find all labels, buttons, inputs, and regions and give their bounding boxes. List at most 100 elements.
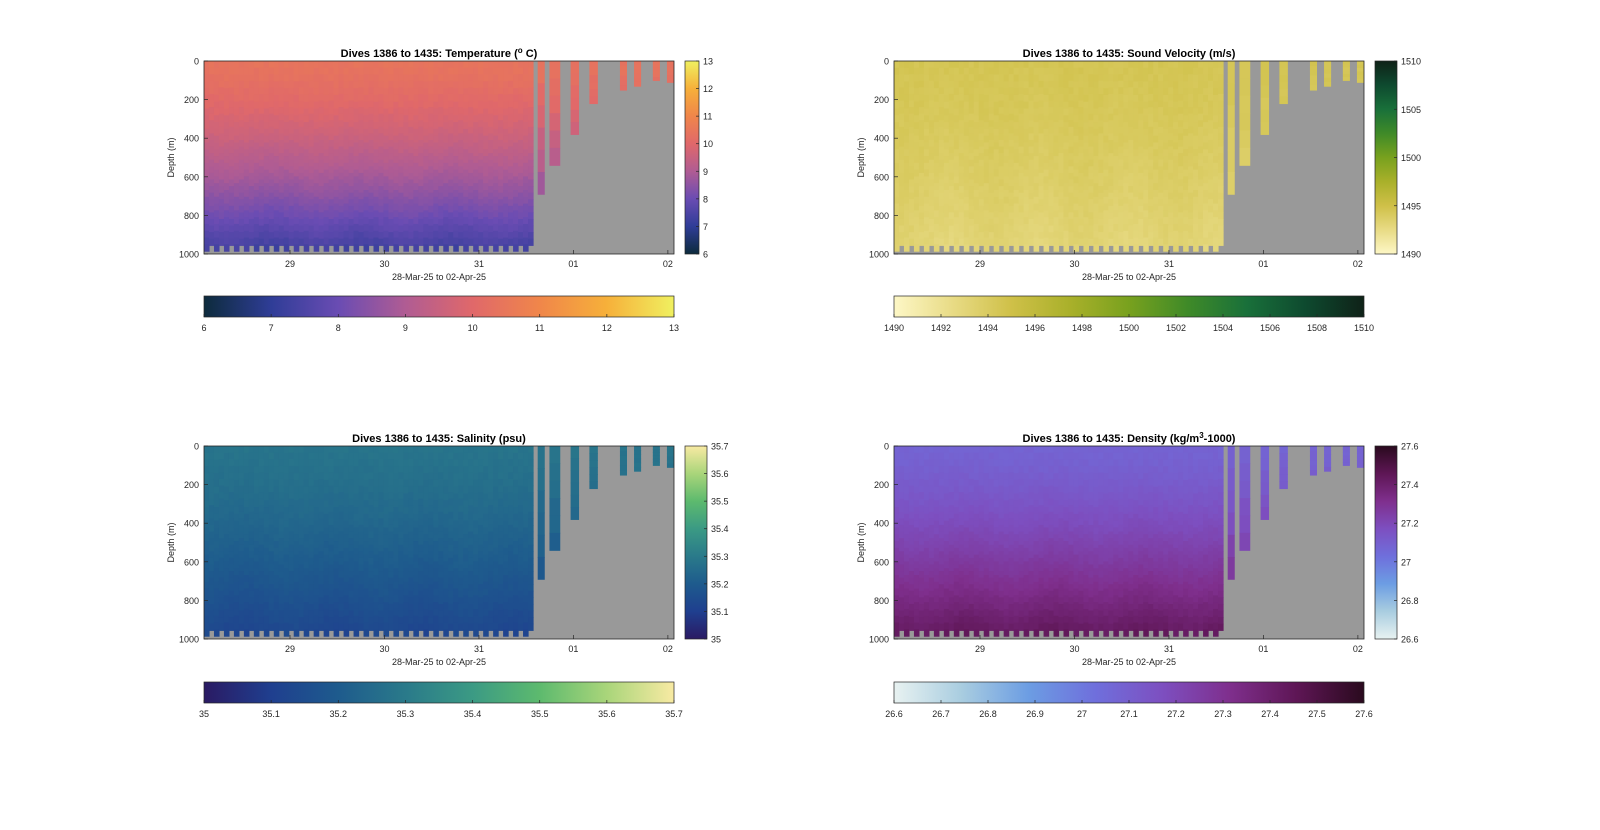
heatmap-cell <box>288 498 295 506</box>
heatmap-cell <box>1143 88 1149 96</box>
heatmap-cell <box>343 493 350 501</box>
heatmap-cell <box>1108 232 1114 240</box>
heatmap-cell <box>358 465 365 473</box>
heatmap-cell <box>978 74 985 82</box>
heatmap-cell <box>1148 186 1154 194</box>
heatmap-cell <box>933 88 940 96</box>
heatmap-cell <box>1158 74 1164 82</box>
heatmap-cell <box>1218 166 1224 174</box>
heatmap-cell <box>458 225 464 233</box>
heatmap-cell <box>1183 94 1189 103</box>
heatmap-cell <box>1118 159 1124 167</box>
heatmap-cell <box>1260 122 1270 135</box>
heatmap-cell <box>398 172 404 181</box>
heatmap-cell <box>238 179 245 187</box>
heatmap-cell <box>333 190 340 198</box>
heatmap-cell <box>1158 120 1164 128</box>
heatmap-cell <box>403 156 409 164</box>
heatmap-cell <box>388 192 395 200</box>
heatmap-cell <box>223 541 230 549</box>
heatmap-cell <box>453 74 459 82</box>
heatmap-cell <box>943 74 950 82</box>
heatmap-cell <box>218 584 225 592</box>
heatmap-cell <box>1068 153 1075 161</box>
heatmap-cell <box>204 527 210 535</box>
heatmap-cell <box>228 179 235 187</box>
heatmap-cell <box>908 107 915 115</box>
heatmap-cell <box>368 505 375 513</box>
heatmap-cell <box>458 172 464 181</box>
heatmap-cell <box>908 192 915 200</box>
heatmap-cell <box>238 603 245 612</box>
heatmap-cell <box>1133 61 1139 69</box>
heatmap-cell <box>1128 146 1134 154</box>
heatmap-cell <box>1193 230 1199 239</box>
heatmap-cell <box>213 128 220 137</box>
heatmap-cell <box>268 505 275 513</box>
heatmap-cell <box>363 479 370 488</box>
heatmap-cell <box>204 149 210 157</box>
heatmap-cell <box>253 108 260 116</box>
heatmap-cell <box>308 524 315 533</box>
heatmap-cell <box>228 544 235 552</box>
heatmap-cell <box>1208 139 1214 148</box>
heatmap-cell <box>303 115 310 123</box>
heatmap-cell <box>898 166 905 174</box>
heatmap-cell <box>288 126 295 135</box>
heatmap-cell <box>293 554 300 563</box>
heatmap-cell <box>233 203 240 211</box>
heatmap-cell <box>1048 199 1055 207</box>
heatmap-cell <box>933 156 940 164</box>
heatmap-cell <box>898 232 905 240</box>
heatmap-cell <box>323 217 330 225</box>
heatmap-cell <box>1227 61 1235 84</box>
heatmap-cell <box>488 67 494 75</box>
heatmap-cell <box>468 80 474 88</box>
heatmap-cell <box>393 473 399 481</box>
heatmap-cell <box>313 183 320 191</box>
heatmap-cell <box>973 190 980 198</box>
heatmap-cell <box>913 88 920 96</box>
heatmap-cell <box>453 61 459 69</box>
heatmap-cell <box>253 534 260 542</box>
heatmap-cell <box>233 534 240 542</box>
heatmap-cell <box>258 459 265 467</box>
heatmap-cell <box>918 218 925 227</box>
heatmap-cell <box>898 238 905 246</box>
heatmap-cell <box>233 479 240 488</box>
heatmap-cell <box>283 602 290 610</box>
heatmap-cell <box>323 500 330 508</box>
heatmap-cell <box>348 133 355 141</box>
heatmap-cell <box>948 186 955 194</box>
heatmap-cell <box>213 595 220 603</box>
heatmap-cell <box>348 199 355 207</box>
heatmap-cell <box>243 244 250 252</box>
heatmap-cell <box>228 212 235 220</box>
heatmap-cell <box>933 162 940 171</box>
heatmap-cell <box>983 210 990 218</box>
heatmap-cell <box>968 159 975 167</box>
heatmap-cell <box>1128 107 1134 115</box>
heatmap-cell <box>273 520 280 529</box>
heatmap-cell <box>238 113 245 121</box>
heatmap-cell <box>1093 149 1099 157</box>
heatmap-cell <box>383 615 390 624</box>
heatmap-cell <box>393 446 399 454</box>
heatmap-cell <box>1043 190 1050 198</box>
heatmap-cell <box>1103 108 1109 116</box>
heatmap-cell <box>308 571 315 579</box>
heatmap-cell <box>278 192 285 200</box>
heatmap-cell <box>323 629 330 637</box>
heatmap-cell <box>323 67 330 76</box>
heatmap-cell <box>953 244 960 252</box>
heatmap-cell <box>253 128 260 137</box>
heatmap-cell <box>448 80 454 88</box>
heatmap-cell <box>1063 162 1070 171</box>
heatmap-cell <box>498 100 504 108</box>
heatmap-cell <box>353 128 360 137</box>
heatmap-cell <box>273 608 280 617</box>
heatmap-cell <box>318 531 325 539</box>
heatmap-cell <box>1138 74 1144 82</box>
heatmap-cell <box>318 459 325 467</box>
heatmap-cell <box>278 531 285 539</box>
